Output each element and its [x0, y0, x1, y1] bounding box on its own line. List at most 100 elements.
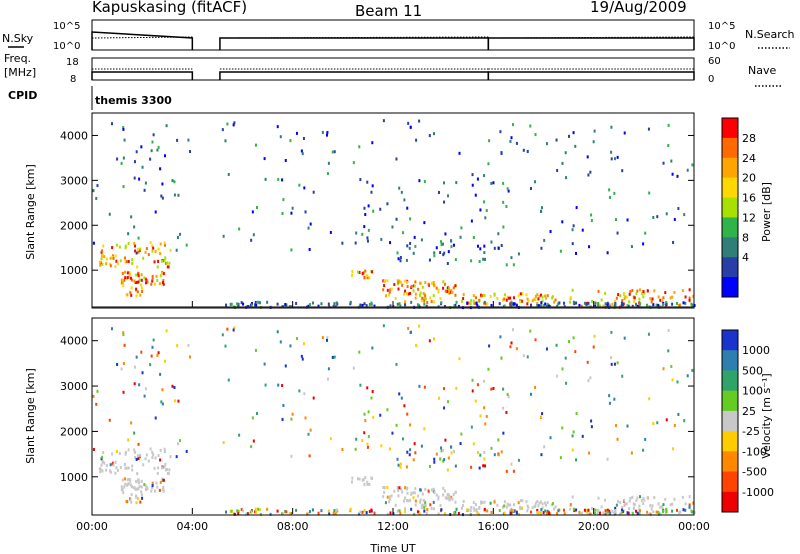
- power-echo-point: [366, 180, 369, 184]
- velocity-echo-point: [251, 416, 254, 420]
- velocity-echo-point: [109, 463, 112, 467]
- power-echo-point: [396, 279, 399, 283]
- power-echo-point: [614, 218, 617, 222]
- power-echo-point: [358, 145, 361, 149]
- velocity-echo-point: [425, 511, 428, 515]
- velocity-echo-point: [233, 512, 236, 516]
- velocity-echo-point: [397, 487, 400, 491]
- power-echo-point: [130, 215, 133, 219]
- velocity-echo-point: [642, 502, 645, 506]
- power-echo-point: [406, 285, 409, 289]
- power-echo-point: [146, 280, 149, 284]
- power-echo-point: [537, 297, 540, 301]
- velocity-echo-point: [442, 459, 445, 463]
- velocity-echo-point: [541, 502, 544, 506]
- power-echo-point: [510, 256, 513, 260]
- velocity-echo-point: [135, 494, 138, 498]
- velocity-echo-point: [230, 509, 233, 513]
- power-echo-point: [137, 271, 140, 275]
- power-echo-point: [373, 304, 376, 308]
- velocity-colorbar-tick: 100: [742, 385, 763, 398]
- velocity-echo-point: [470, 465, 473, 469]
- velocity-echo-point: [327, 509, 330, 513]
- power-colorbar-cell: [722, 217, 738, 238]
- power-echo-point: [587, 173, 590, 177]
- velocity-echo-point: [647, 332, 650, 336]
- velocity-echo-point: [505, 410, 508, 414]
- velocity-echo-point: [105, 468, 108, 472]
- velocity-echo-point: [140, 490, 143, 494]
- velocity-echo-point: [558, 508, 561, 512]
- velocity-echo-point: [276, 509, 279, 513]
- power-echo-point: [460, 299, 463, 303]
- velocity-echo-point: [507, 395, 510, 399]
- velocity-echo-point: [138, 485, 141, 489]
- velocity-echo-point: [127, 448, 130, 452]
- power-echo-point: [321, 130, 324, 134]
- power-echo-point: [416, 303, 419, 307]
- velocity-echo-point: [554, 505, 557, 509]
- power-echo-point: [326, 130, 329, 134]
- power-echo-point: [648, 191, 651, 195]
- velocity-echo-point: [109, 469, 112, 473]
- power-echo-point: [602, 304, 605, 308]
- time-tick-label: 20:00: [578, 520, 610, 533]
- power-echo-point: [672, 240, 675, 244]
- power-echo-point: [418, 179, 421, 183]
- power-echo-point: [587, 301, 590, 305]
- power-echo-point: [569, 296, 572, 300]
- power-echo-point: [308, 303, 311, 307]
- velocity-echo-point: [394, 503, 397, 507]
- power-echo-point: [227, 172, 230, 176]
- velocity-echo-point: [406, 491, 409, 495]
- power-colorbar-tick: 12: [742, 211, 756, 224]
- power-echo-point: [502, 181, 505, 185]
- velocity-echo-point: [321, 336, 324, 340]
- velocity-echo-point: [99, 470, 102, 474]
- power-echo-point: [130, 278, 133, 282]
- power-echo-point: [159, 274, 162, 278]
- velocity-echo-point: [141, 371, 144, 375]
- power-echo-point: [610, 150, 613, 154]
- power-echo-point: [144, 181, 147, 185]
- velocity-echo-point: [482, 464, 485, 468]
- velocity-echo-point: [255, 510, 258, 514]
- velocity-echo-point: [137, 442, 140, 446]
- power-echo-point: [623, 292, 626, 296]
- power-echo-point: [596, 304, 599, 308]
- power-echo-point: [447, 194, 450, 198]
- power-echo-point: [517, 294, 520, 298]
- power-echo-point: [407, 121, 410, 125]
- power-echo-point: [127, 241, 130, 245]
- velocity-echo-point: [124, 452, 127, 456]
- velocity-echo-point: [119, 465, 122, 469]
- freq-label: Freq.: [4, 52, 31, 65]
- power-echo-point: [254, 303, 257, 307]
- velocity-echo-point: [653, 496, 656, 500]
- power-echo-point: [158, 282, 161, 286]
- power-echo-point: [653, 289, 656, 293]
- velocity-echo-point: [561, 426, 564, 430]
- power-echo-point: [254, 143, 257, 147]
- power-echo-point: [452, 286, 455, 290]
- power-echo-point: [351, 270, 354, 274]
- power-echo-point: [450, 288, 453, 292]
- velocity-echo-point: [127, 482, 130, 486]
- velocity-echo-point: [483, 507, 486, 511]
- power-echo-point: [151, 279, 154, 283]
- velocity-echo-point: [142, 463, 145, 467]
- power-echo-point: [632, 299, 635, 303]
- velocity-echo-point: [306, 512, 309, 516]
- power-echo-point: [472, 299, 475, 303]
- freq-segment: [91, 71, 194, 80]
- velocity-echo-point: [379, 413, 382, 417]
- velocity-echo-point: [96, 389, 99, 393]
- velocity-echo-point: [480, 500, 483, 504]
- power-colorbar-tick: 24: [742, 152, 756, 165]
- power-echo-point: [99, 263, 102, 267]
- power-echo-point: [102, 244, 105, 248]
- velocity-echo-point: [539, 511, 542, 515]
- velocity-echo-point: [673, 497, 676, 501]
- velocity-echo-point: [437, 495, 440, 499]
